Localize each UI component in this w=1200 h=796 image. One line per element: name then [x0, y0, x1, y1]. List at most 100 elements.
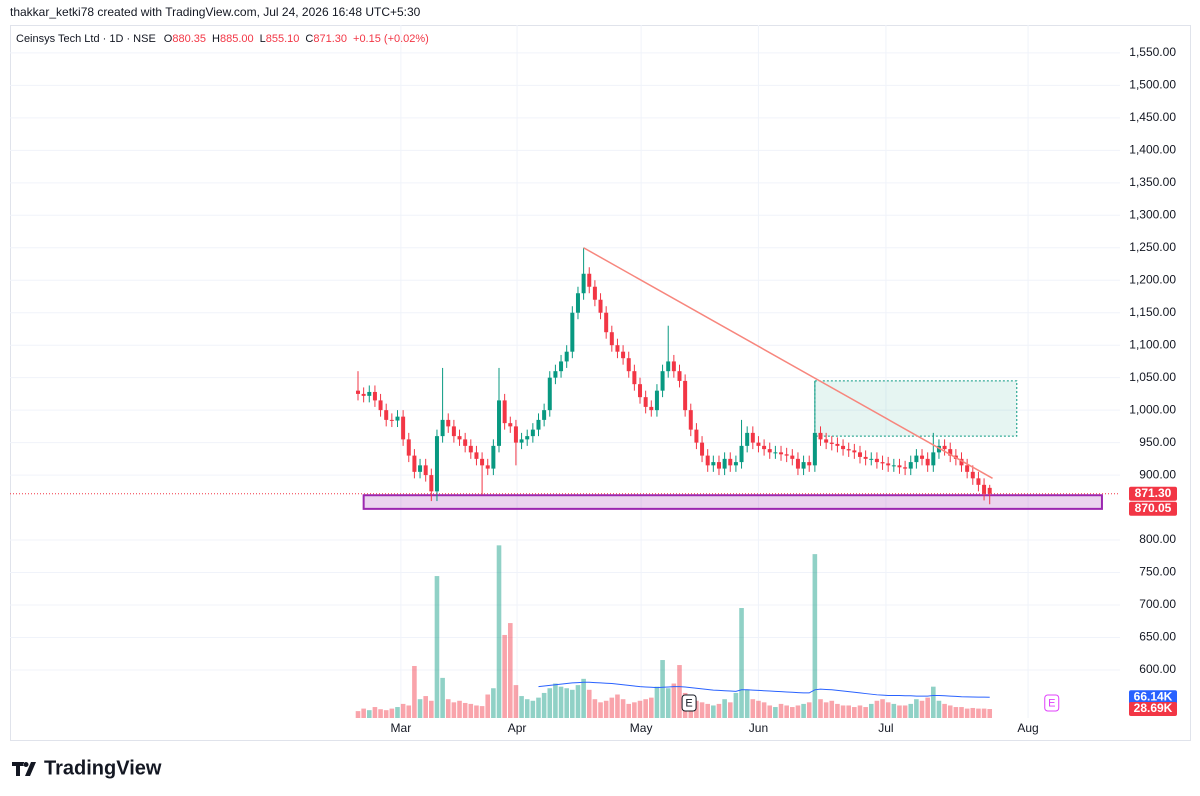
- candle-body: [790, 455, 795, 459]
- candle-body: [406, 439, 411, 456]
- volume-bar: [586, 689, 592, 718]
- logo: TradingView: [12, 757, 162, 779]
- volume-bar: [829, 700, 835, 718]
- candle-body: [711, 462, 716, 466]
- volume-ma-line: [538, 681, 990, 698]
- volume-bar: [417, 699, 423, 718]
- volume-bar: [880, 699, 885, 718]
- volume-label: 66.14K: [1134, 689, 1173, 703]
- candle-body: [570, 312, 575, 352]
- candle-body: [801, 462, 806, 469]
- volume-bar: [366, 710, 372, 718]
- x-tick-label: May: [630, 721, 653, 735]
- volume-bar: [383, 710, 389, 718]
- volume-bar: [564, 688, 569, 718]
- candle-body: [965, 465, 970, 472]
- candle-body: [942, 445, 947, 450]
- candle-body: [700, 442, 705, 456]
- candle-body: [604, 312, 609, 333]
- candle-body: [519, 439, 524, 443]
- candle-body: [824, 439, 829, 443]
- candle-body: [559, 361, 564, 372]
- candle-body: [807, 462, 812, 466]
- candle-body: [841, 445, 846, 450]
- volume-bar: [908, 703, 914, 718]
- volume-bar: [874, 700, 880, 718]
- y-tick-label: 600.00: [1139, 662, 1176, 676]
- volume-bar: [598, 702, 603, 718]
- volume-bar: [620, 699, 626, 718]
- candle-body: [423, 465, 428, 476]
- volume-bar: [942, 703, 947, 718]
- volume-bar: [846, 705, 852, 718]
- price-label: 870.05: [1135, 501, 1172, 515]
- volume-bar: [643, 699, 648, 718]
- candle-body: [739, 445, 744, 463]
- volume-bar: [434, 576, 440, 718]
- y-tick-label: 750.00: [1139, 565, 1176, 579]
- candle-body: [779, 452, 784, 455]
- volume-bar: [790, 707, 795, 718]
- volume-bar: [773, 707, 778, 718]
- volume-bar: [671, 683, 677, 718]
- candle-body: [660, 371, 665, 391]
- x-tick-label: Apr: [508, 721, 527, 735]
- volume-bar: [361, 708, 366, 718]
- volume-bar: [818, 699, 823, 718]
- candle-body: [959, 458, 964, 466]
- volume-bar: [468, 703, 474, 718]
- volume-bar: [761, 702, 767, 718]
- legend-symbol: Ceinsys Tech Ltd · 1D · NSE: [16, 33, 156, 45]
- volume-bar: [744, 689, 750, 718]
- volume-bar: [615, 694, 620, 718]
- volume-bar: [885, 702, 891, 718]
- volume-bar: [530, 700, 536, 718]
- volume-bar: [479, 706, 485, 718]
- volume-bar: [581, 678, 586, 718]
- volume-bar: [987, 709, 993, 718]
- candle-body: [581, 273, 586, 294]
- y-tick-label: 1,500.00: [1129, 78, 1176, 92]
- legend-value: 885.00: [220, 33, 254, 45]
- candle-body: [530, 429, 535, 437]
- logo-text: TradingView: [44, 757, 162, 779]
- candle-body: [671, 361, 676, 372]
- volume-bar: [959, 707, 964, 718]
- candle-body: [474, 452, 479, 459]
- candle-body: [615, 345, 620, 352]
- volume-bar: [575, 685, 581, 718]
- y-tick-label: 900.00: [1139, 467, 1176, 481]
- legend-value: 871.30: [313, 33, 347, 45]
- volume-bar: [496, 545, 502, 718]
- y-tick-label: 1,400.00: [1129, 143, 1176, 157]
- candle-body: [547, 377, 552, 411]
- volume-bar: [840, 705, 846, 718]
- volume-bar: [897, 705, 902, 718]
- candle-body: [626, 358, 631, 372]
- y-tick-label: 1,350.00: [1129, 175, 1176, 189]
- volume-bar: [570, 689, 575, 718]
- volume-bar: [440, 677, 445, 718]
- candle-body: [513, 426, 518, 443]
- volume-bar: [733, 692, 739, 718]
- volume-bar: [778, 703, 784, 718]
- candle-body: [485, 465, 490, 469]
- candle-body: [418, 465, 423, 472]
- candle-body: [756, 442, 761, 446]
- volume-bar: [812, 554, 818, 718]
- volume-bar: [423, 696, 428, 718]
- volume-bar: [784, 705, 789, 718]
- candle-body: [378, 400, 383, 411]
- candle-body: [750, 432, 755, 443]
- volume-bar: [694, 700, 699, 718]
- volume-bar: [931, 686, 936, 718]
- volume-bar: [406, 705, 412, 718]
- volume-bar: [711, 705, 716, 718]
- candle-body: [429, 475, 434, 492]
- volume-bar: [823, 702, 829, 718]
- legend-key: H: [212, 33, 220, 45]
- candle-body: [587, 273, 592, 287]
- volume-bar: [400, 703, 406, 718]
- volume-bar: [947, 705, 953, 718]
